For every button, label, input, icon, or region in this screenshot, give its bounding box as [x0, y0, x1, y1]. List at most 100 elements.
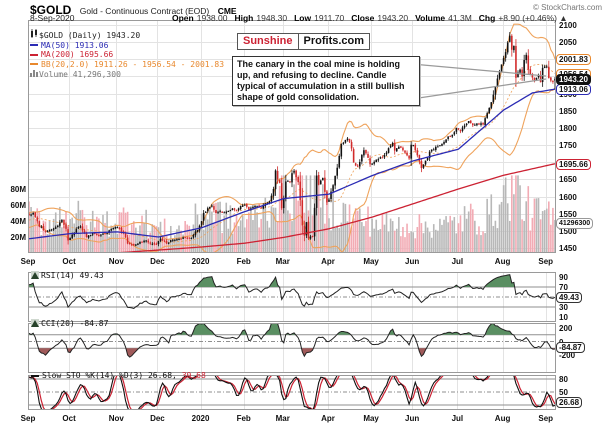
- chart-date: 8-Sep-2020: [30, 13, 75, 23]
- quote-bar: Open 1938.00 High 1948.30 Low 1911.70 Close 194…: [165, 13, 568, 23]
- symbol: $GOLD: [30, 3, 72, 17]
- volume-tick-label: 20M: [10, 233, 26, 242]
- dash-icon: [30, 53, 38, 56]
- logo-part-sunshine: Sunshine: [237, 33, 298, 50]
- quote-value: 1911.70: [314, 13, 345, 23]
- indicator-icon: [31, 319, 39, 327]
- indicator-icon: [31, 271, 39, 279]
- price-tick-label: 2050: [559, 38, 577, 48]
- quote-label: Volume: [415, 13, 446, 23]
- month-label: Mar: [275, 257, 290, 266]
- legend-item: MA(200) 1695.66: [30, 50, 224, 60]
- month-label: May: [363, 257, 379, 266]
- price-bubble: 2001.83: [556, 53, 591, 65]
- price-tick-label: 1650: [559, 175, 577, 185]
- month-label: 2020: [191, 257, 210, 266]
- legend: $GOLD (Daily) 1943.20 MA(50) 1913.06 MA(20…: [30, 29, 224, 80]
- quote-label: Close: [351, 13, 375, 23]
- price-bubble: 1943.20: [556, 73, 591, 85]
- exchange: CME: [217, 6, 237, 16]
- month-label: 2020: [191, 414, 210, 423]
- sto-d-value: 30.68: [181, 371, 206, 380]
- volume-icon: [30, 70, 38, 78]
- legend-item: $GOLD (Daily) 1943.20: [30, 29, 224, 41]
- month-label: Nov: [108, 414, 124, 423]
- price-bubble: 1695.66: [556, 158, 591, 170]
- sto-tick-label: 50: [559, 388, 568, 398]
- quote-label: High: [234, 13, 254, 23]
- price-tick-label: 1550: [559, 209, 577, 219]
- cci-tick-label: 0: [559, 338, 563, 347]
- quote-label: Chg: [478, 13, 496, 23]
- quote-value: 1948.30: [256, 13, 288, 23]
- month-label: May: [363, 414, 379, 423]
- month-label: Sep: [538, 414, 554, 423]
- annotation-box: The canary in the coal mine is holding u…: [232, 56, 420, 106]
- stockcharts-watermark: © StockCharts.com: [532, 3, 602, 12]
- month-label: Feb: [236, 257, 251, 266]
- month-label: Mar: [275, 414, 290, 423]
- price-tick-label: 2100: [559, 21, 577, 30]
- volume-tick-label: 60M: [10, 201, 26, 210]
- price-tick-label: 1600: [559, 192, 577, 202]
- rsi-tick-label: 90: [559, 273, 568, 282]
- rsi-panel-label: RSI(14) 49.43: [31, 271, 104, 280]
- legend-item: BB(20,2.0) 1911.26 - 1956.54 - 2001.83: [30, 60, 224, 70]
- price-tick-label: 1850: [559, 106, 577, 116]
- month-label: Oct: [62, 257, 76, 266]
- sunshine-profits-logo: Sunshine Profits.com: [237, 31, 371, 50]
- candlestick-icon: [31, 29, 37, 38]
- sto-bubble: 26.68: [556, 397, 583, 409]
- dash-icon: [30, 44, 38, 47]
- sto-tick-label: 80: [559, 375, 568, 385]
- month-label: Aug: [494, 257, 511, 266]
- price-bubble: 1913.06: [556, 84, 591, 96]
- legend-item: Volume 41,296,300: [30, 69, 224, 80]
- chart-header: $GOLD Gold - Continuous Contract (EOD) C…: [30, 1, 237, 17]
- rsi-bubble: 49.43: [556, 292, 583, 304]
- cci-bubble: -84.87: [556, 342, 585, 354]
- price-tick-label: 1450: [559, 244, 577, 253]
- cci-panel-label: CCI(20) -84.87: [31, 319, 108, 328]
- volume-tick-label: 40M: [10, 217, 26, 226]
- price-tick-label: 1750: [559, 141, 577, 151]
- cci-tick-label: -200: [559, 351, 576, 360]
- month-label: Feb: [236, 414, 251, 423]
- sto-panel-label: Slow STO %K(14) %D(3) 26.68, 30.68: [31, 371, 206, 380]
- logo-part-profits: Profits.com: [297, 33, 371, 50]
- quote-value: 1943.20: [377, 13, 409, 23]
- month-label: Dec: [150, 414, 165, 423]
- month-label: Apr: [321, 414, 335, 423]
- month-label: Sep: [538, 257, 554, 266]
- month-label: Sep: [20, 257, 36, 266]
- cci-tick-label: 200: [559, 323, 573, 333]
- dash-icon: [31, 374, 39, 377]
- month-label: Aug: [494, 414, 511, 423]
- volume-tick-label: 80M: [10, 185, 26, 194]
- month-label: Jul: [451, 414, 464, 423]
- price-tick-label: 1500: [559, 226, 577, 236]
- legend-item: MA(50) 1913.06: [30, 41, 224, 51]
- rsi-tick-label: 70: [559, 283, 568, 292]
- volume-bubble: 41296300: [556, 217, 594, 229]
- month-label: Jun: [405, 257, 420, 266]
- quote-label: Low: [294, 13, 312, 23]
- month-label: Dec: [150, 257, 165, 266]
- rsi-tick-label: 10: [559, 313, 568, 322]
- quote-label: Open: [172, 13, 194, 23]
- month-label: Oct: [62, 414, 76, 423]
- price-tick-label: 1800: [559, 123, 577, 133]
- quote-value: 41.3M: [448, 13, 472, 23]
- month-label: Apr: [321, 257, 335, 266]
- month-label: Jun: [405, 414, 420, 423]
- dash-icon: [30, 63, 38, 66]
- month-label: Jul: [451, 257, 464, 266]
- annotation-text: The canary in the coal mine is holding u…: [237, 59, 405, 102]
- rsi-tick-label: 30: [559, 303, 568, 312]
- month-label: Sep: [20, 414, 36, 423]
- month-label: Nov: [108, 257, 124, 266]
- quote-value: 1938.00: [196, 13, 228, 23]
- symbol-description: Gold - Continuous Contract (EOD): [79, 6, 210, 16]
- quote-value: +8.90 (+0.46%) ▲: [498, 13, 568, 23]
